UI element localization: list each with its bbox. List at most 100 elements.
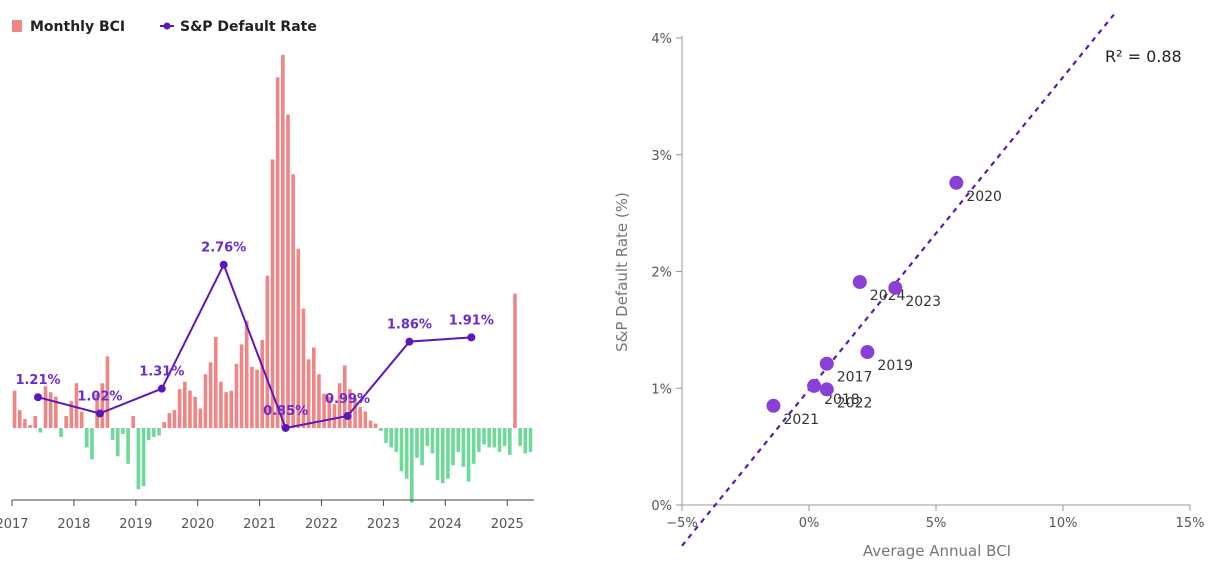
x-tick-label: −5% [666,516,698,531]
bar [234,363,239,428]
bar [270,159,275,428]
trend-line-group [681,13,1115,547]
bar [301,308,306,428]
bar [126,428,130,464]
bar [275,77,280,429]
bar [327,396,332,428]
bar [90,428,94,460]
bar [425,428,430,446]
bar [482,428,486,445]
scatter-point [852,275,867,290]
bar [136,428,141,490]
y-tick-label: 1% [651,382,672,397]
default-rate-point [157,384,166,393]
scatter-point-label: 2018 [824,392,860,408]
bar [33,416,38,428]
default-rate-label: 0.85% [263,404,308,419]
bar [477,428,481,452]
bar [105,356,110,428]
bar [461,428,466,467]
bar [28,425,32,428]
bar [12,390,17,428]
bar [528,428,533,452]
bar [317,374,321,428]
bar [255,369,259,428]
default-rate-label: 1.31% [139,365,184,380]
x-tick-label: 2019 [119,517,152,532]
scatter-point [888,280,903,295]
default-rate-label: 0.99% [325,392,370,407]
legend-label-default-rate: S&P Default Rate [180,19,317,35]
x-axis-title: Average Annual BCI [863,542,1011,560]
bar [157,428,161,436]
bar [451,428,455,466]
bar [239,344,244,428]
default-rate-point [95,409,104,418]
scatter-point-label: 2022 [837,395,873,411]
scatter-point-label: 2023 [905,294,941,310]
x-tick-label: 5% [926,516,947,531]
x-tick-label: 2020 [181,517,214,532]
default-rate-label: 2.76% [201,241,246,256]
scatter-point [807,378,822,393]
default-rate-point [281,423,290,432]
r-squared-annotation: R² = 0.88 [1105,47,1182,66]
y-axis-title: S&P Default Rate (%) [613,192,631,352]
x-tick-label: 2024 [429,517,462,532]
bar [281,54,285,429]
legend-label-monthly-bci: Monthly BCI [30,19,125,35]
scatter-point [819,356,834,371]
bar [435,428,440,481]
bar [64,416,68,428]
bar [229,390,234,428]
default-rate-label: 1.02% [77,389,122,404]
bar [213,336,218,428]
bar [409,428,414,503]
scatter-point-label: 2017 [837,370,873,386]
scatter-point-label: 2024 [870,288,906,304]
bar [420,428,424,466]
default-rate-point [343,412,352,421]
bar [224,392,228,428]
bar [508,428,512,455]
bar [384,428,388,443]
bar [188,390,192,428]
bar [487,428,491,448]
bar [296,248,301,428]
bar [311,347,316,428]
scatter-point [860,345,875,360]
bar [518,428,522,446]
default-rate-label: 1.91% [449,313,494,328]
x-tick-label: 2018 [57,517,90,532]
default-rate-line [37,262,472,430]
bar [244,320,249,428]
bar [379,428,383,431]
default-rate-point [405,337,414,346]
bar [141,428,146,487]
bar [219,381,223,428]
bar [38,428,43,433]
bar [502,428,507,446]
x-tick-label: 0% [799,516,820,531]
bar [415,428,419,458]
default-rate-point [219,260,228,269]
bar [358,407,363,428]
y-tick-label: 2% [651,266,672,281]
scatter-point-label: 2019 [877,358,913,374]
legend-swatch-monthly-bci [12,20,22,32]
bar [43,386,48,428]
bar [121,428,125,434]
x-tick-label: 10% [1049,516,1078,531]
bar [348,389,352,428]
bar [110,428,115,440]
bar [337,383,342,428]
bar [394,428,399,452]
default-rate-point [34,393,42,402]
bar [286,114,290,428]
bar [59,428,63,437]
bar [342,365,347,428]
default-rate-label: 1.86% [387,318,432,333]
y-tick-label: 0% [651,499,672,514]
bar [172,410,177,428]
